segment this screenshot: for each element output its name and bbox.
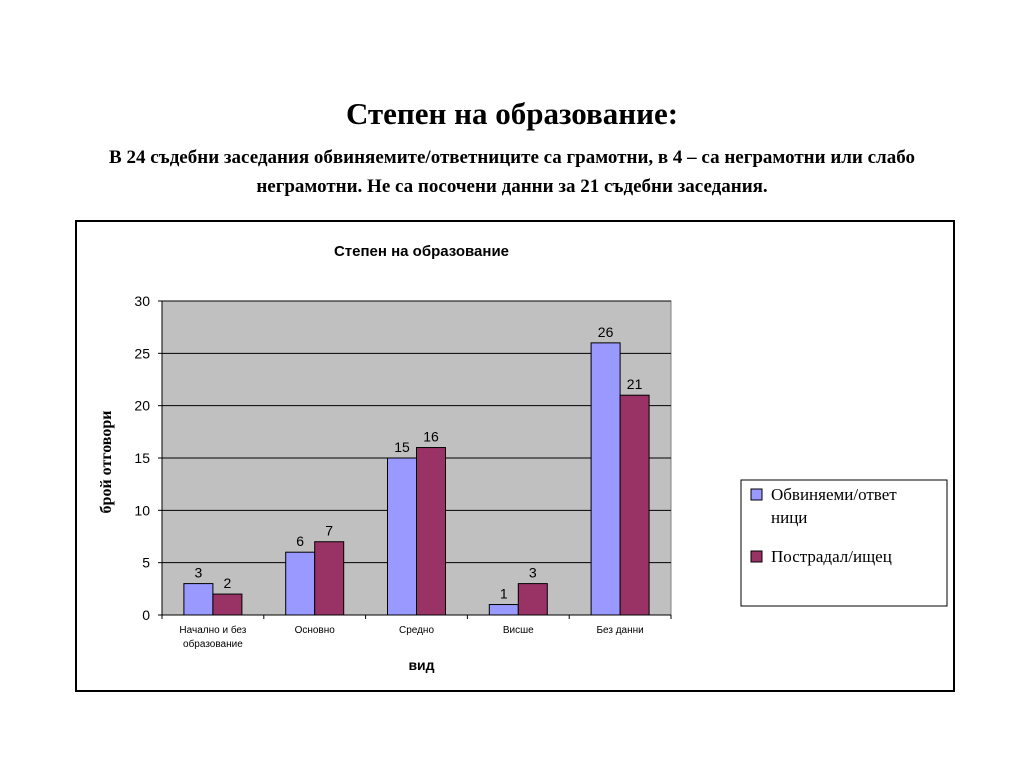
data-label: 16	[423, 429, 439, 445]
bar-defendants	[285, 551, 316, 616]
chart-frame: 3 2 6 7 15 16 1 3 26 21 0 5 10 15 20 25 30 Начално и без…	[75, 220, 955, 692]
legend-label: Пострадал/ищец	[771, 547, 892, 566]
bar-victims	[517, 583, 548, 616]
bar-victims	[416, 447, 446, 616]
slide-title: Степен на образование:	[345, 96, 679, 131]
bar-victims	[619, 394, 650, 616]
data-label: 21	[627, 376, 643, 392]
data-label: 15	[394, 439, 410, 455]
bar-victims	[314, 541, 345, 616]
legend: Обвиняеми/ответ ници Пострадал/ищец	[740, 479, 948, 607]
data-label: 2	[224, 575, 232, 591]
legend-swatch	[750, 488, 763, 501]
x-tick-label: Висше	[503, 625, 534, 636]
data-label: 1	[500, 586, 508, 602]
x-axis-title: вид	[408, 657, 434, 673]
bar-defendants	[590, 342, 621, 616]
y-tick-label: 5	[142, 555, 150, 571]
y-axis-title: брой отговори	[98, 411, 115, 514]
x-tick-label: Начално и без образование	[179, 624, 246, 650]
bar-victims	[212, 593, 243, 616]
data-label: 26	[598, 324, 614, 340]
data-label: 6	[296, 533, 304, 549]
data-label: 3	[529, 565, 537, 581]
axes: 0 5 10 15 20 25 30 Начално и без образование Осно…	[98, 293, 672, 673]
bar-defendants	[488, 604, 519, 616]
slide-subtitle: В 24 съдебни заседания обвиняемите/ответ…	[109, 147, 915, 197]
bar-defendants	[183, 583, 214, 616]
legend-box	[740, 479, 948, 607]
bar-defendants	[387, 457, 417, 616]
x-tick-label: Основно	[295, 625, 336, 636]
x-tick-label: Без данни	[596, 625, 643, 636]
legend-swatch	[750, 550, 763, 563]
y-tick-label: 0	[142, 607, 150, 623]
data-label: 3	[195, 565, 203, 581]
y-tick-label: 10	[134, 502, 150, 518]
bars	[183, 342, 650, 616]
data-label: 7	[325, 523, 333, 539]
x-tick-label: Средно	[399, 625, 434, 636]
chart-title: Степен на образование	[334, 243, 509, 260]
y-tick-label: 15	[134, 450, 150, 466]
y-tick-label: 30	[134, 293, 150, 309]
y-tick-label: 25	[134, 345, 150, 361]
legend-label: Обвиняеми/ответ ници	[771, 485, 897, 527]
y-tick-label: 20	[134, 398, 150, 414]
